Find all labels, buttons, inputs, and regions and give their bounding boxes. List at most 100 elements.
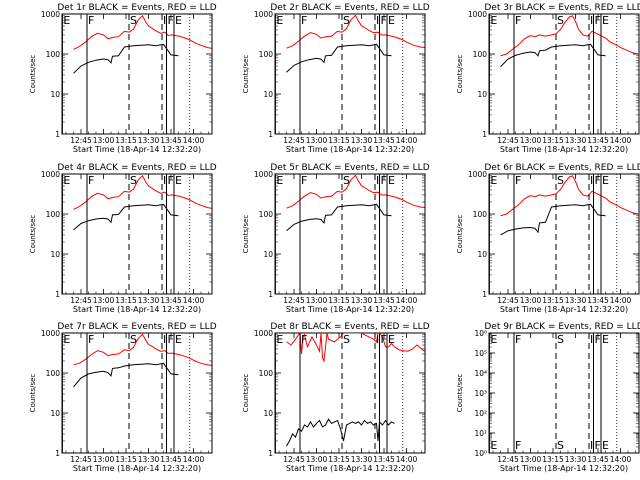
interval-marker-label: E — [490, 14, 497, 27]
series-lld — [73, 333, 212, 366]
x-tick-label: 13:00 — [520, 296, 542, 305]
y-tick-label: 1 — [268, 449, 273, 458]
x-tick-label: 12:45 — [283, 296, 305, 305]
y-tick-label: 1000 — [254, 10, 273, 19]
panel-title: Det 9r BLACK = Events, RED = LLD — [484, 322, 640, 332]
interval-marker-label: E — [276, 333, 283, 346]
interval-marker-label: S — [130, 14, 137, 27]
interval-marker-label: E — [602, 174, 609, 187]
x-tick-label: 13:00 — [93, 136, 115, 145]
y-tick-label: 100 — [259, 369, 274, 378]
interval-marker-label: E — [490, 439, 497, 452]
panel-title: Det 1r BLACK = Events, RED = LLD — [57, 3, 216, 13]
x-tick-label: 13:30 — [565, 455, 587, 464]
x-tick-label: 13:45 — [160, 296, 182, 305]
x-tick-label: 13:00 — [520, 136, 542, 145]
y-tick-label: 1 — [482, 290, 487, 299]
x-tick-label: 13:45 — [587, 296, 609, 305]
interval-marker-label: E — [63, 14, 70, 27]
y-tick-label: 100 — [46, 50, 61, 59]
series-lld — [500, 175, 639, 217]
x-tick-label: 12:45 — [497, 296, 519, 305]
x-axis-label: Start Time (18-Apr-14 12:32:20) — [286, 145, 414, 154]
y-axis-label: Counts/sec — [29, 374, 37, 413]
series-lld — [73, 14, 212, 50]
panel-title: Det 5r BLACK = Events, RED = LLD — [270, 163, 429, 173]
y-tick-label: 10 — [50, 90, 60, 99]
y-tick-label: 10⁰ — [474, 449, 487, 458]
interval-marker-label: F — [301, 333, 307, 346]
interval-marker-label: I — [163, 174, 166, 187]
interval-marker-label: E — [175, 174, 182, 187]
interval-marker-label: F — [88, 333, 94, 346]
panel-5: Det 5r BLACK = Events, RED = LLD 12:45 13:… — [242, 163, 430, 314]
y-tick-label: 1000 — [468, 170, 487, 179]
interval-marker-label: E — [388, 174, 395, 187]
x-tick-label: 13:30 — [565, 136, 587, 145]
series-events — [286, 43, 392, 73]
x-tick-label: 13:15 — [328, 136, 350, 145]
interval-marker-label: S — [343, 14, 350, 27]
x-tick-label: 12:45 — [283, 455, 305, 464]
y-tick-label: 1 — [55, 290, 60, 299]
x-axis-label: Start Time (18-Apr-14 12:32:20) — [500, 305, 628, 314]
x-tick-label: 13:15 — [115, 136, 137, 145]
interval-marker-label: F — [168, 333, 174, 346]
panel-title: Det 8r BLACK = Events, RED = LLD — [270, 322, 429, 332]
interval-marker-label: F — [595, 439, 601, 452]
y-tick-label: 100 — [473, 50, 488, 59]
series-lld — [500, 15, 639, 57]
x-tick-label: 13:30 — [138, 296, 160, 305]
panel-title: Det 6r BLACK = Events, RED = LLD — [484, 163, 640, 173]
y-tick-label: 100 — [259, 50, 274, 59]
x-tick-label: 13:00 — [93, 455, 115, 464]
x-tick-label: 14:00 — [396, 455, 418, 464]
x-tick-label: 12:45 — [497, 455, 519, 464]
interval-marker-label: F — [595, 14, 601, 27]
series-events — [286, 203, 392, 232]
interval-marker-label: F — [381, 333, 387, 346]
interval-marker-label: I — [163, 333, 166, 346]
x-tick-label: 13:30 — [138, 455, 160, 464]
interval-marker-label: E — [602, 333, 609, 346]
series-events — [73, 362, 179, 388]
interval-marker-label: E — [63, 333, 70, 346]
y-tick-label: 10² — [474, 409, 487, 418]
x-tick-label: 14:00 — [610, 455, 632, 464]
interval-marker-label: F — [595, 174, 601, 187]
x-tick-label: 14:00 — [610, 136, 632, 145]
x-tick-label: 14:00 — [183, 455, 205, 464]
x-axis-label: Start Time (18-Apr-14 12:32:20) — [73, 464, 201, 473]
interval-marker-label: S — [343, 333, 350, 346]
interval-marker-label: I — [163, 14, 166, 27]
interval-marker-label: I — [376, 333, 379, 346]
x-tick-label: 13:45 — [373, 296, 395, 305]
interval-marker-label: E — [602, 14, 609, 27]
x-tick-label: 13:15 — [542, 455, 564, 464]
interval-marker-label: E — [276, 174, 283, 187]
y-axis-label: Counts/sec — [456, 215, 464, 254]
interval-marker-label: E — [276, 14, 283, 27]
interval-marker-label: S — [557, 174, 564, 187]
y-tick-label: 1000 — [41, 10, 60, 19]
x-tick-label: 13:30 — [351, 296, 373, 305]
x-tick-label: 13:15 — [542, 296, 564, 305]
x-tick-label: 13:45 — [587, 455, 609, 464]
y-tick-label: 10 — [477, 250, 487, 259]
x-tick-label: 14:00 — [396, 136, 418, 145]
interval-marker-label: F — [301, 14, 307, 27]
y-tick-label: 10⁶ — [474, 329, 487, 338]
y-axis-label: Counts/sec — [29, 215, 37, 254]
x-axis-label: Start Time (18-Apr-14 12:32:20) — [286, 464, 414, 473]
x-tick-label: 13:15 — [115, 455, 137, 464]
y-tick-label: 1 — [55, 449, 60, 458]
series-lld — [73, 174, 212, 210]
interval-marker-label: E — [490, 333, 497, 346]
interval-marker-label: F — [301, 174, 307, 187]
y-tick-label: 100 — [259, 210, 274, 219]
x-tick-label: 12:45 — [70, 136, 92, 145]
x-tick-label: 12:45 — [497, 136, 519, 145]
